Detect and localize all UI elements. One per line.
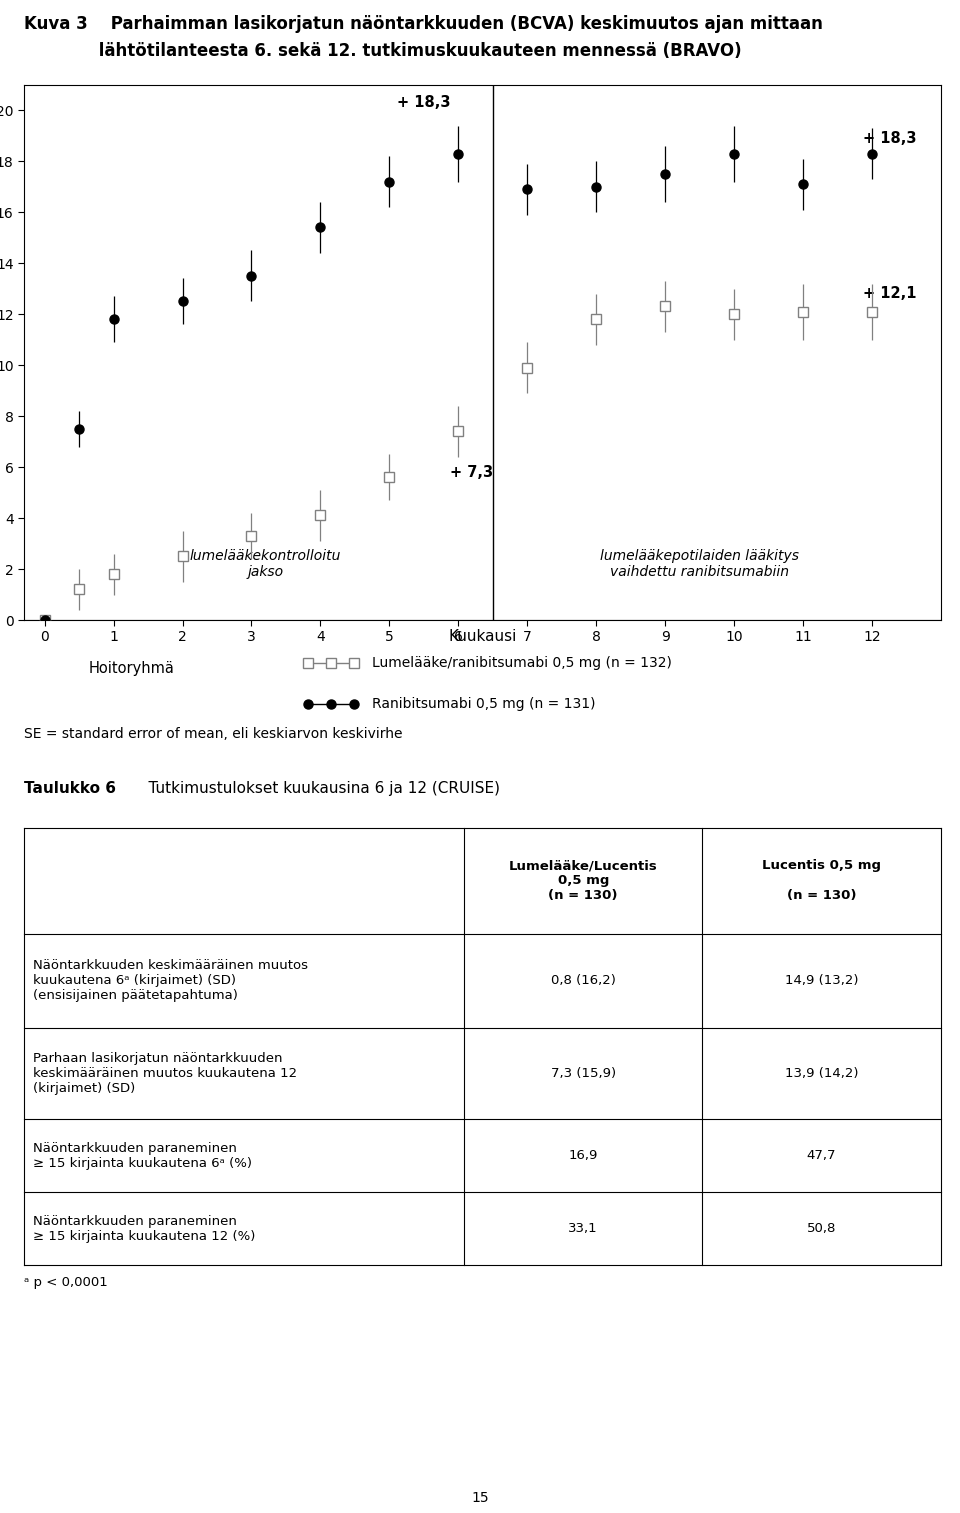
Text: 47,7: 47,7 <box>806 1150 836 1162</box>
Text: Hoitoryhmä: Hoitoryhmä <box>88 661 174 676</box>
Text: 14,9 (13,2): 14,9 (13,2) <box>785 974 858 988</box>
Text: Tutkimustulokset kuukausina 6 ja 12 (CRUISE): Tutkimustulokset kuukausina 6 ja 12 (CRU… <box>130 781 500 796</box>
Text: 13,9 (14,2): 13,9 (14,2) <box>785 1067 858 1080</box>
Text: 15: 15 <box>471 1492 489 1505</box>
Text: 0,8 (16,2): 0,8 (16,2) <box>551 974 615 988</box>
Text: Taulukko 6: Taulukko 6 <box>24 781 116 796</box>
Text: Lumelääke/Lucentis
0,5 mg
(n = 130): Lumelääke/Lucentis 0,5 mg (n = 130) <box>509 859 658 902</box>
Text: Kuva 3    Parhaimman lasikorjatun näöntarkkuuden (BCVA) keskimuutos ajan mittaan: Kuva 3 Parhaimman lasikorjatun näöntarkk… <box>24 15 823 59</box>
Text: ᵃ p < 0,0001: ᵃ p < 0,0001 <box>24 1275 108 1289</box>
Text: lumelääkepotilaiden lääkitys
vaihdettu ranibitsumabiin: lumelääkepotilaiden lääkitys vaihdettu r… <box>600 549 799 579</box>
Text: + 18,3: + 18,3 <box>863 130 917 145</box>
Text: Kuukausi: Kuukausi <box>448 628 516 643</box>
Text: Parhaan lasikorjatun näöntarkkuuden
keskimääräinen muutos kuukautena 12
(kirjaim: Parhaan lasikorjatun näöntarkkuuden kesk… <box>34 1053 298 1095</box>
Text: + 18,3: + 18,3 <box>397 95 450 110</box>
Text: + 12,1: + 12,1 <box>863 286 917 301</box>
Text: Lucentis 0,5 mg

(n = 130): Lucentis 0,5 mg (n = 130) <box>762 859 881 902</box>
Text: lumelääkekontrolloitu
jakso: lumelääkekontrolloitu jakso <box>189 549 341 579</box>
Text: 50,8: 50,8 <box>807 1223 836 1235</box>
Text: Lumelääke/ranibitsumabi 0,5 mg (n = 132): Lumelääke/ranibitsumabi 0,5 mg (n = 132) <box>372 655 672 670</box>
Text: Ranibitsumabi 0,5 mg (n = 131): Ranibitsumabi 0,5 mg (n = 131) <box>372 696 596 711</box>
Text: Näöntarkkuuden paraneminen
≥ 15 kirjainta kuukautena 12 (%): Näöntarkkuuden paraneminen ≥ 15 kirjaint… <box>34 1215 255 1242</box>
Text: + 7,3: + 7,3 <box>450 464 493 480</box>
Text: 7,3 (15,9): 7,3 (15,9) <box>551 1067 615 1080</box>
Text: Näöntarkkuuden paraneminen
≥ 15 kirjainta kuukautena 6ᵃ (%): Näöntarkkuuden paraneminen ≥ 15 kirjaint… <box>34 1142 252 1170</box>
Text: 16,9: 16,9 <box>568 1150 598 1162</box>
Text: Näöntarkkuuden keskimääräinen muutos
kuukautena 6ᵃ (kirjaimet) (SD)
(ensisijaine: Näöntarkkuuden keskimääräinen muutos kuu… <box>34 959 308 1003</box>
Text: 33,1: 33,1 <box>568 1223 598 1235</box>
Text: SE = standard error of mean, eli keskiarvon keskivirhe: SE = standard error of mean, eli keskiar… <box>24 728 402 741</box>
